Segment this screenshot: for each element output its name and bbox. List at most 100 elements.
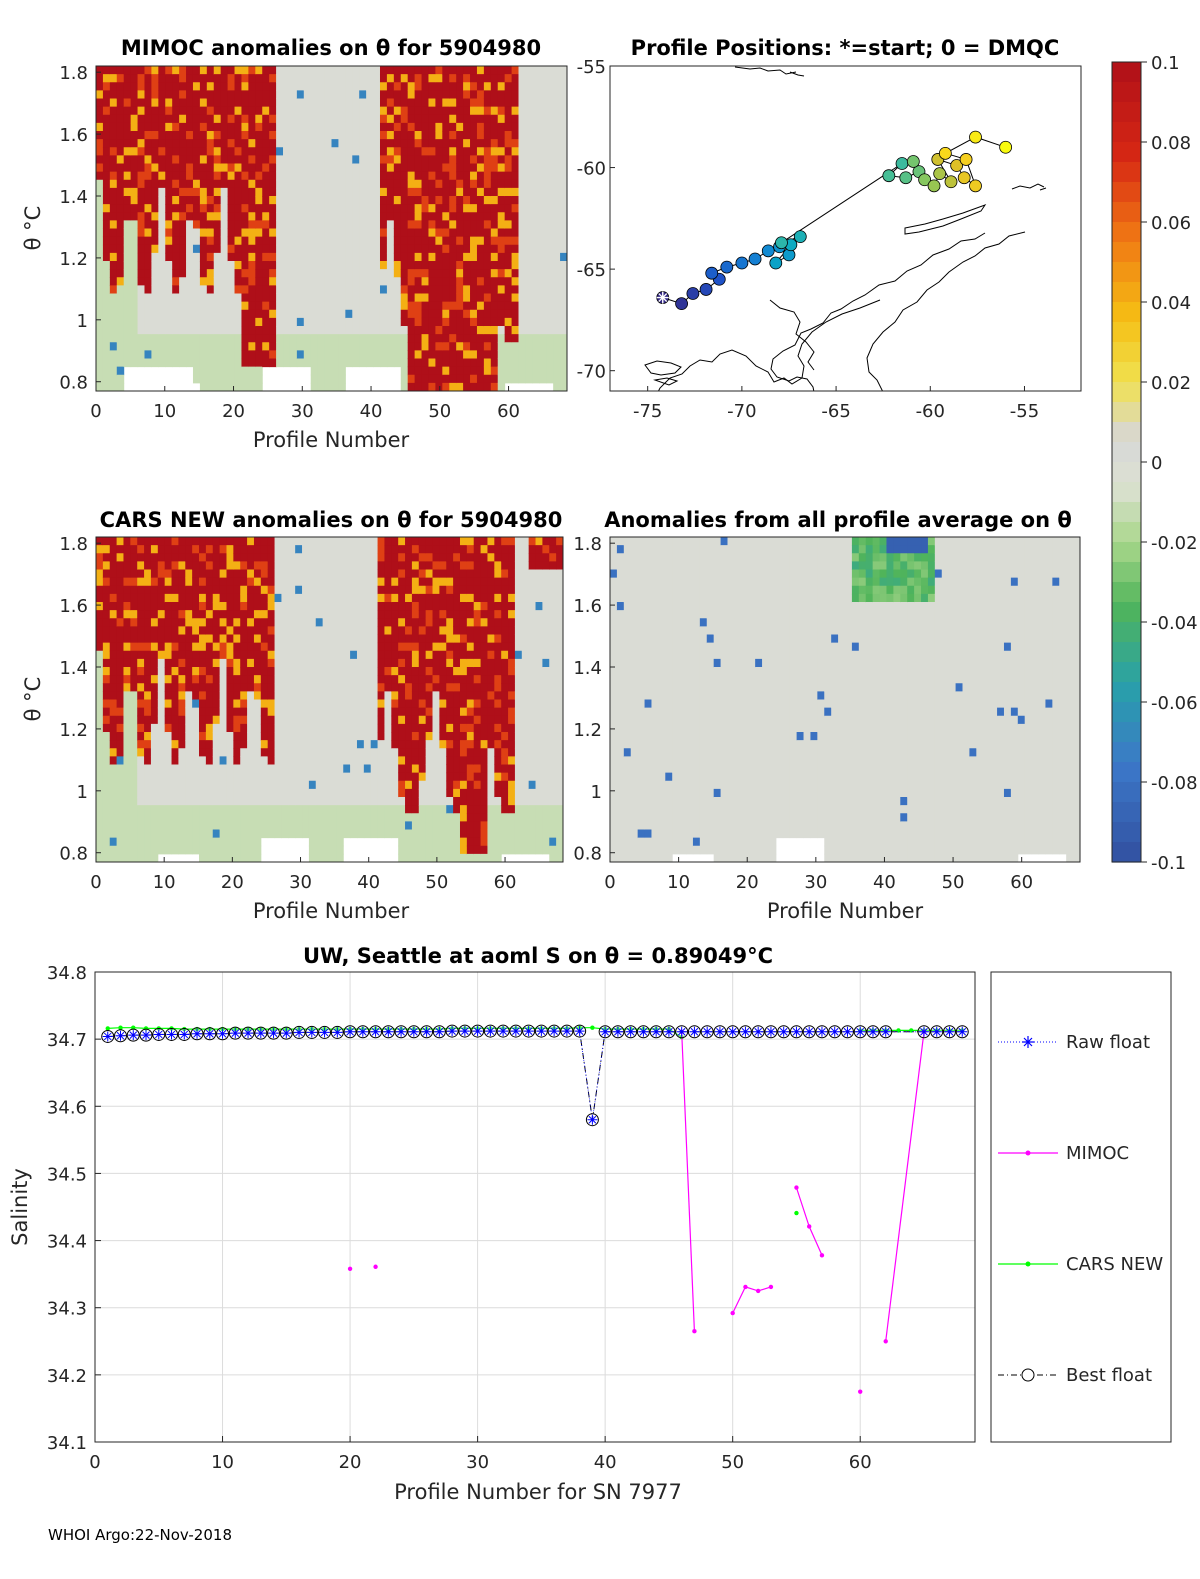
heatmap-cell: [276, 196, 283, 205]
heatmap-cell: [283, 277, 290, 286]
heatmap-cell: [96, 82, 103, 91]
heatmap-cell: [398, 724, 405, 733]
heatmap-cell: [470, 74, 477, 83]
heatmap-cell: [240, 797, 247, 806]
heatmap-cell: [254, 773, 261, 782]
heatmap-cell: [477, 245, 484, 254]
heatmap-cell: [505, 220, 512, 229]
heatmap-cell: [412, 602, 419, 611]
heatmap-cell: [138, 310, 145, 319]
heatmap-cell: [110, 700, 117, 709]
heatmap-cell: [330, 740, 337, 749]
heatmap-cell: [144, 196, 151, 205]
heatmap-cell: [226, 626, 233, 635]
heatmap-cell: [221, 277, 228, 286]
heatmap-cell: [206, 756, 213, 765]
heatmap-cell: [283, 245, 290, 254]
heatmap-cell: [433, 553, 440, 562]
heatmap-cell: [233, 748, 240, 757]
heatmap-cell: [366, 245, 373, 254]
heatmap-cell: [200, 74, 207, 83]
heatmap-cell: [172, 594, 179, 603]
heatmap-cell: [110, 334, 117, 343]
heatmap-cell: [199, 756, 206, 765]
heatmap-cell: [117, 740, 124, 749]
heatmap-cell: [186, 66, 193, 75]
heatmap-cell: [394, 90, 401, 99]
heatmap-cell: [283, 359, 290, 368]
heatmap-cell: [158, 781, 165, 790]
heatmap-cell: [103, 805, 110, 814]
heatmap-cell: [226, 553, 233, 562]
heatmap-cell: [103, 196, 110, 205]
heatmap-cell: [235, 139, 242, 148]
heatmap-cell: [281, 545, 288, 554]
heatmap-cell: [422, 123, 429, 132]
heatmap-cell: [323, 748, 330, 757]
heatmap-cell: [275, 740, 282, 749]
heatmap-cell: [124, 253, 131, 262]
heatmap-cell: [123, 602, 130, 611]
heatmap-cell: [186, 180, 193, 189]
heatmap-cell: [255, 139, 262, 148]
heatmap-cell: [158, 602, 165, 611]
heatmap-cell: [124, 115, 131, 124]
heatmap-cell: [283, 99, 290, 108]
heatmap-cell: [330, 537, 337, 546]
heatmap-cell: [463, 245, 470, 254]
heatmap-cell: [470, 245, 477, 254]
heatmap-cell: [117, 180, 124, 189]
heatmap-cell: [391, 610, 398, 619]
heatmap-cell: [408, 196, 415, 205]
heatmap-cell: [435, 229, 442, 238]
heatmap-cell: [193, 253, 200, 262]
heatmap-cell: [336, 700, 343, 709]
heatmap-cell: [288, 594, 295, 603]
heatmap-cell: [359, 90, 366, 99]
heatmap-cell: [302, 805, 309, 814]
heatmap-cell: [226, 716, 233, 725]
heatmap-cell: [288, 830, 295, 839]
heatmap-cell: [408, 310, 415, 319]
heatmap-cell: [470, 220, 477, 229]
heatmap-cell: [453, 618, 460, 627]
heatmap-cell: [470, 147, 477, 156]
heatmap-cell: [235, 172, 242, 181]
heatmap-cell: [144, 553, 151, 562]
heatmap-cell: [343, 610, 350, 619]
heatmap-cell: [345, 188, 352, 197]
heatmap-cell: [373, 310, 380, 319]
heatmap-cell: [144, 245, 151, 254]
heatmap-cell: [290, 342, 297, 351]
heatmap-cell: [199, 643, 206, 652]
heatmap-cell: [380, 277, 387, 286]
heatmap-cell: [505, 277, 512, 286]
heatmap-cell: [269, 318, 276, 327]
heatmap-cell: [512, 131, 519, 140]
heatmap-cell: [512, 220, 519, 229]
heatmap-cell: [151, 350, 158, 359]
heatmap-cell: [228, 147, 235, 156]
heatmap-cell: [103, 578, 110, 587]
heatmap-cell: [428, 220, 435, 229]
heatmap-cell: [439, 797, 446, 806]
heatmap-cell: [138, 180, 145, 189]
heatmap-cell: [172, 602, 179, 611]
heatmap-cell: [316, 756, 323, 765]
heatmap-cell: [192, 789, 199, 798]
heatmap-cell: [467, 773, 474, 782]
heatmap-cell: [192, 586, 199, 595]
heatmap-cell: [255, 285, 262, 294]
heatmap-cell: [233, 626, 240, 635]
heatmap-cell: [281, 724, 288, 733]
heatmap-cell: [419, 594, 426, 603]
heatmap-cell: [498, 196, 505, 205]
heatmap-cell: [364, 716, 371, 725]
heatmap-cell: [214, 367, 221, 376]
heatmap-cell: [297, 334, 304, 343]
heatmap-cell: [316, 570, 323, 579]
heatmap-cell: [228, 196, 235, 205]
heatmap-cell: [366, 188, 373, 197]
heatmap-cell: [158, 359, 165, 368]
heatmap-cell: [311, 115, 318, 124]
